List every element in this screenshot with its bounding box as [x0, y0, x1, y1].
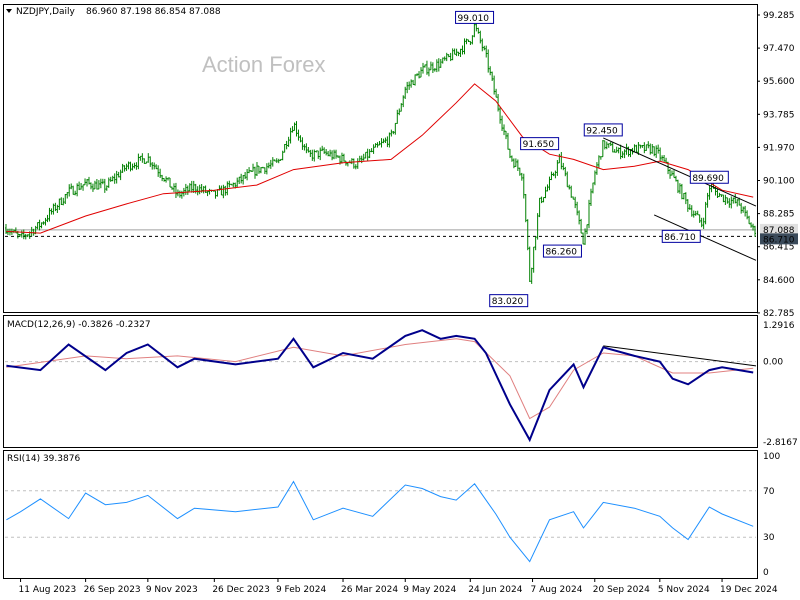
x-tick-label: 26 Mar 2024 [341, 585, 398, 595]
support-tag [760, 233, 798, 245]
price-tick-label: 97.470 [763, 44, 795, 54]
price-tick-label: 99.285 [763, 11, 795, 21]
annotation-label: 83.020 [492, 297, 524, 307]
x-tick-label: 26 Dec 2023 [212, 585, 270, 595]
price-tick-label: 90.100 [763, 177, 795, 187]
price-y-axis: 99.285 97.470 95.600 93.785 91.970 90.100 88.2… [757, 11, 795, 319]
rsi-tick-label: 0 [763, 568, 769, 578]
header-symbol: NZDJPY,Daily [16, 7, 76, 17]
price-tick-label: 91.970 [763, 143, 795, 153]
rsi-tick-label: 70 [763, 487, 775, 497]
ma-line [6, 83, 754, 234]
annotation-box [689, 170, 729, 184]
support-tag-label: 86.710 [763, 235, 795, 245]
macd-tick-label: 1.2916 [763, 321, 795, 331]
x-tick-label: 5 Nov 2024 [658, 585, 710, 595]
price-panel-frame [3, 4, 758, 313]
annotation-label: 99.010 [458, 14, 490, 24]
price-candles [4, 21, 757, 284]
annotation-label: 89.690 [692, 174, 724, 184]
watermark: Action Forex [202, 52, 326, 77]
annotation-box [583, 123, 623, 137]
rsi-lines [5, 480, 756, 563]
x-tick-label: 9 Nov 2023 [146, 585, 198, 595]
annotation-label: 86.260 [545, 248, 577, 258]
collapse-triangle-icon[interactable] [6, 9, 12, 13]
annotation-box [455, 10, 495, 24]
x-tick-label: 9 Feb 2024 [276, 585, 327, 595]
macd-tick-label: -2.8167 [763, 438, 798, 448]
trend-channel [603, 137, 757, 261]
current-price-tag [760, 223, 798, 235]
rsi-line [6, 480, 754, 563]
price-tick-label: 88.285 [763, 210, 795, 220]
annotation-label: 92.450 [586, 126, 618, 136]
rsi-panel-frame [3, 450, 758, 579]
rsi-tick-label: 100 [763, 452, 780, 462]
macd-y-axis: 1.2916 0.00 -2.8167 [763, 321, 798, 448]
x-tick-label: 19 Dec 2024 [720, 585, 778, 595]
macd-panel-frame [3, 315, 758, 448]
macd-trendline [603, 345, 757, 367]
price-tick-label: 82.785 [763, 309, 795, 319]
price-lines [5, 229, 756, 237]
x-tick-label: 7 Aug 2024 [531, 585, 583, 595]
price-tick-label: 93.785 [763, 110, 795, 120]
x-tick-label: 26 Sep 2023 [84, 585, 141, 595]
upper-trendline [603, 137, 757, 207]
annotation-box [520, 137, 560, 151]
price-tick-label: 86.415 [763, 243, 795, 253]
rsi-title: RSI(14) 39.3876 [7, 454, 80, 464]
rsi-y-axis: 100 70 30 0 [763, 452, 780, 578]
macd-tick-label: 0.00 [763, 358, 783, 368]
macd-lines [5, 329, 757, 443]
x-tick-label: 20 Sep 2024 [593, 585, 650, 595]
price-tick-label: 84.600 [763, 276, 795, 286]
x-tick-label: 11 Aug 2023 [19, 585, 77, 595]
x-tick-label: 9 May 2024 [403, 585, 456, 595]
annotation-box [542, 244, 582, 258]
x-tick-label: 24 Jun 2024 [468, 585, 522, 595]
header-ohlc: 86.960 87.198 86.854 87.088 [86, 7, 221, 17]
annotation-box [489, 294, 529, 308]
header: NZDJPY,Daily 86.960 87.198 86.854 87.088 [6, 7, 221, 17]
moving-average [6, 83, 754, 234]
macd-title: MACD(12,26,9) -0.3826 -0.2327 [7, 320, 151, 330]
current-price-tag-label: 87.088 [763, 226, 795, 236]
lower-trendline [653, 214, 757, 261]
x-axis: 11 Aug 2023 26 Sep 2023 9 Nov 2023 26 Dec 2… [19, 578, 778, 595]
price-annotations: 99.010 91.650 92.450 89.690 86.260 86.710 83.0… [455, 10, 729, 308]
price-tick-label: 95.600 [763, 77, 795, 87]
annotation-label: 91.650 [523, 140, 555, 150]
annotation-box [661, 229, 701, 243]
macd-line [6, 329, 754, 443]
rsi-tick-label: 30 [763, 533, 775, 543]
annotation-label: 86.710 [664, 233, 696, 243]
